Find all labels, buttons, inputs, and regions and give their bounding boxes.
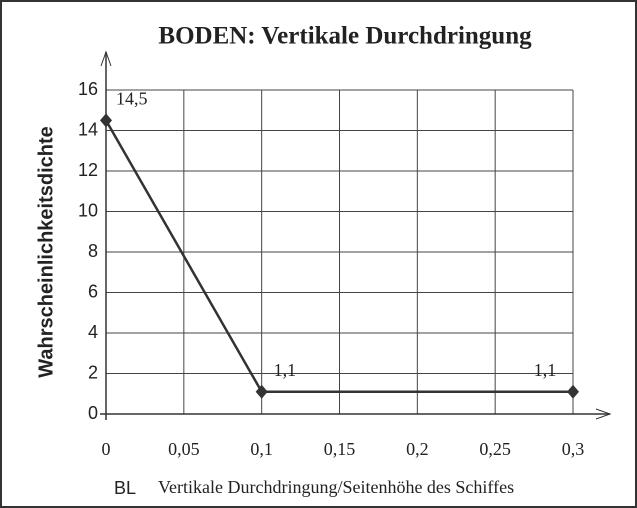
y-tick-label: 8 (88, 241, 98, 261)
y-tick-label: 4 (88, 322, 98, 342)
x-tick-label: 0,1 (250, 439, 273, 459)
data-point (255, 384, 268, 399)
y-tick-label: 16 (78, 79, 98, 99)
x-tick-label: 0 (102, 439, 111, 459)
data-point (100, 113, 112, 128)
data-label: 14,5 (116, 89, 148, 109)
y-axis-arrow (100, 50, 112, 67)
x-axis-arrow (595, 408, 612, 420)
y-tick-label: 14 (78, 119, 98, 139)
annotation: BL (114, 478, 136, 498)
y-tick-label: 10 (78, 200, 98, 220)
x-tick-label: 0,15 (324, 439, 356, 459)
x-tick-label: 0,25 (479, 439, 511, 459)
data-label: 1,1 (534, 360, 557, 380)
data-label: 1,1 (274, 360, 297, 380)
x-tick-label: 0,2 (406, 439, 429, 459)
data-point (567, 384, 579, 399)
y-tick-label: 2 (88, 362, 98, 382)
x-tick-label: 0,05 (168, 439, 200, 459)
y-tick-label: 6 (88, 281, 98, 301)
x-tick-label: 0,3 (562, 439, 585, 459)
y-tick-label: 12 (78, 160, 98, 180)
y-tick-label: 0 (88, 403, 98, 423)
chart-title: BODEN: Vertikale Durchdringung (158, 23, 532, 50)
x-axis-label: Vertikale Durchdringung/Seitenhöhe des S… (158, 477, 514, 497)
y-axis-label: Wahrscheinlichkeitsdichte (35, 126, 57, 378)
